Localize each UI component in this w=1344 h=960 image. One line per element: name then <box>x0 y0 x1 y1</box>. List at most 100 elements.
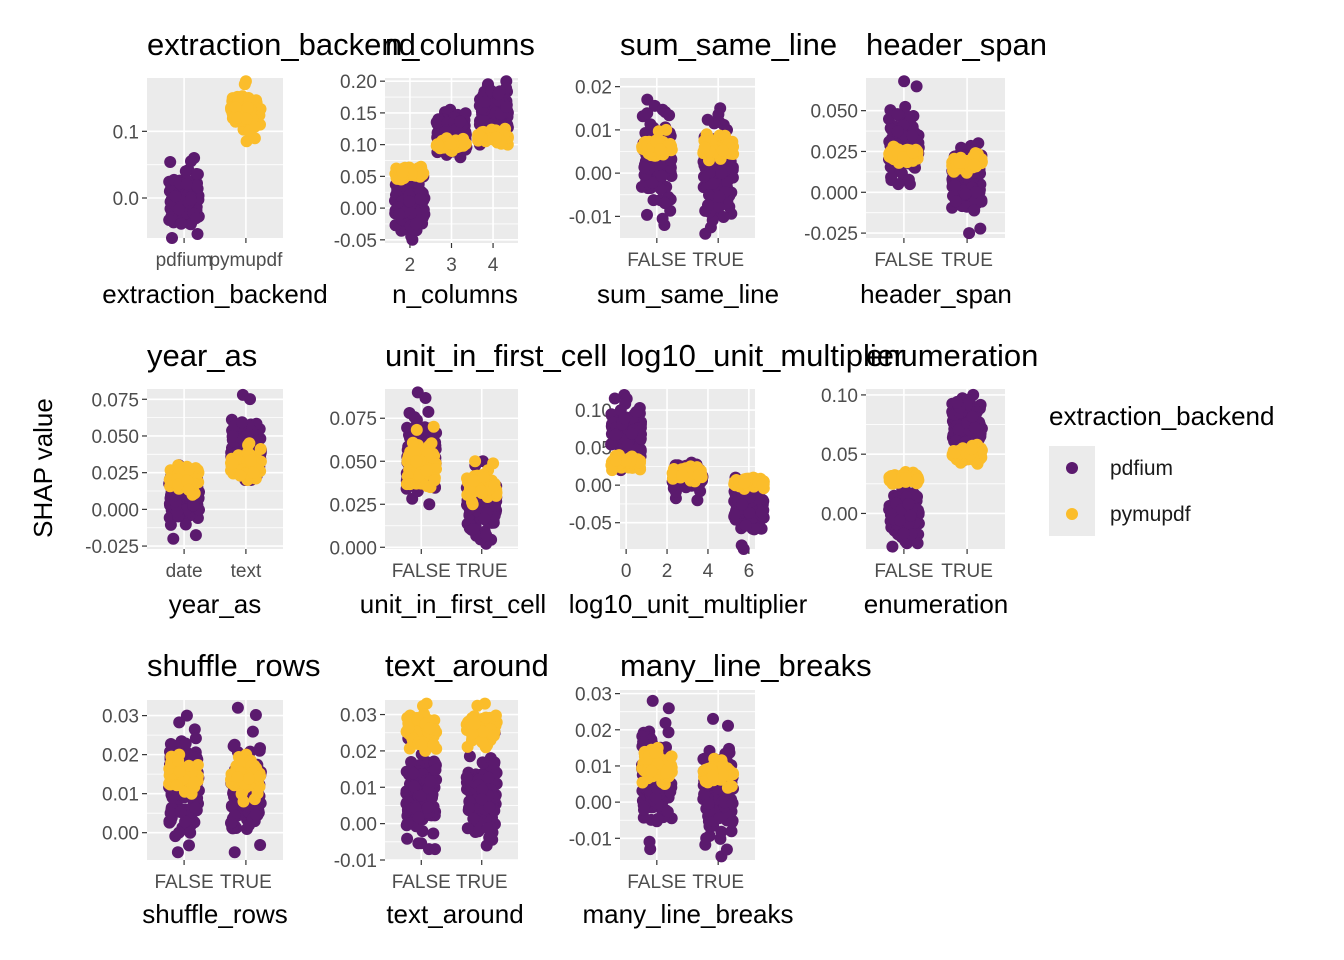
point <box>414 167 427 180</box>
points-pymupdf-pymupdf <box>225 75 267 148</box>
panel-title: log10_unit_multiplier <box>620 338 904 373</box>
point <box>481 822 494 835</box>
point <box>478 96 491 108</box>
point <box>238 78 251 91</box>
point <box>472 128 485 141</box>
point <box>636 776 649 789</box>
point <box>715 167 728 180</box>
point <box>454 115 467 128</box>
y-tick-label: 0.0 <box>113 189 139 210</box>
point <box>173 826 185 839</box>
point <box>182 483 195 496</box>
point <box>975 195 988 208</box>
point <box>188 776 201 789</box>
y-tick-label: 0.00 <box>821 504 858 525</box>
points-pdfium-pdfium <box>163 152 205 244</box>
point <box>228 846 241 859</box>
panel-extraction_backend: 0.00.1pdfiumpymupdfextraction_backendext… <box>102 27 416 309</box>
point <box>630 406 643 418</box>
legend-key-pdfium <box>1066 462 1078 474</box>
point <box>966 410 979 423</box>
point <box>429 843 441 856</box>
y-tick-label: 0.03 <box>340 706 377 727</box>
x-tick-label: 0 <box>621 561 632 582</box>
x-tick-label: 2 <box>662 561 673 582</box>
x-axis-title: n_columns <box>392 279 518 309</box>
point <box>692 469 705 482</box>
point <box>254 443 267 455</box>
y-tick-label: 0.05 <box>821 445 858 466</box>
point <box>423 722 436 735</box>
point <box>738 476 751 489</box>
point <box>886 540 899 553</box>
point <box>651 813 664 825</box>
point <box>912 473 924 486</box>
point <box>698 141 711 154</box>
x-axis-title: year_as <box>169 589 262 619</box>
y-tick-label: 0.00 <box>340 815 377 836</box>
point <box>884 470 897 483</box>
point <box>963 227 976 240</box>
point <box>659 717 672 729</box>
x-tick-label: date <box>166 561 203 582</box>
point <box>489 131 502 144</box>
point <box>409 217 422 230</box>
point <box>714 832 727 845</box>
legend-key-pymupdf <box>1066 508 1078 520</box>
y-tick-label: 0.03 <box>575 685 612 706</box>
x-tick-label: FALSE <box>392 561 451 582</box>
point <box>652 125 665 138</box>
x-tick-label: 3 <box>446 255 457 276</box>
point <box>190 168 203 180</box>
point <box>950 396 963 409</box>
point <box>736 498 749 511</box>
y-tick-label: 0.050 <box>329 452 377 473</box>
y-tick-label: 0.00 <box>575 164 612 185</box>
point <box>180 178 193 191</box>
point <box>492 88 505 101</box>
point <box>424 775 437 788</box>
point <box>226 430 239 443</box>
y-tick-label: 0.01 <box>575 121 612 142</box>
point <box>647 194 660 207</box>
point <box>676 469 689 482</box>
x-axis-title: sum_same_line <box>597 279 779 309</box>
point <box>460 771 473 784</box>
point <box>432 139 445 152</box>
point <box>231 771 244 783</box>
y-tick-label: 0.15 <box>340 104 377 125</box>
point <box>894 514 906 527</box>
point <box>700 832 713 845</box>
point <box>166 791 179 804</box>
point <box>408 411 421 424</box>
point <box>429 763 442 776</box>
point <box>235 788 248 800</box>
y-tick-label: 0.02 <box>340 742 377 763</box>
point <box>423 498 436 511</box>
point <box>468 718 481 730</box>
point <box>897 527 910 540</box>
y-tick-label: -0.01 <box>569 829 612 850</box>
point <box>189 529 202 542</box>
point <box>467 523 480 535</box>
point <box>482 771 495 784</box>
point <box>721 176 734 188</box>
point <box>475 793 488 806</box>
point <box>419 392 432 404</box>
point <box>618 412 631 425</box>
x-tick-label: TRUE <box>456 872 508 893</box>
point <box>191 228 204 240</box>
point <box>469 455 482 468</box>
point <box>403 195 416 208</box>
point <box>244 393 256 406</box>
point <box>478 512 491 525</box>
point <box>488 479 501 492</box>
point <box>420 464 433 477</box>
point <box>949 195 962 208</box>
point <box>898 75 911 88</box>
point <box>173 765 186 778</box>
x-tick-label: TRUE <box>941 561 993 582</box>
points-pymupdf-2 <box>389 160 430 186</box>
